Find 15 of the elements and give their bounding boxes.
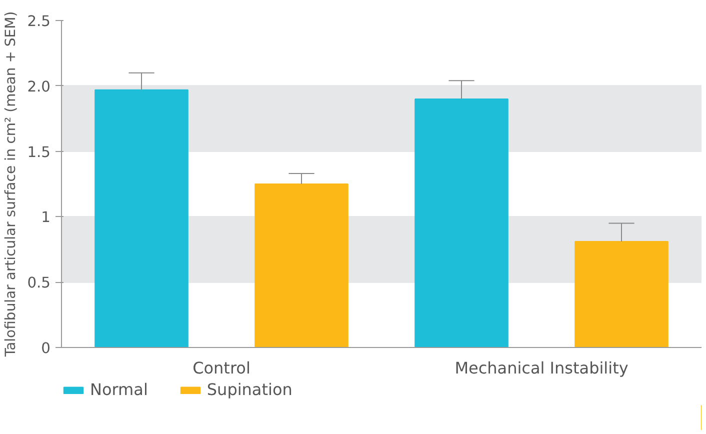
bar: [94, 89, 188, 348]
y-tick-label: 1: [41, 209, 51, 226]
legend-label: Supination: [206, 380, 292, 399]
x-tick-label: Control: [192, 358, 250, 378]
y-tick-label: 2.0: [27, 78, 51, 96]
bar: [574, 241, 668, 348]
legend-label: Normal: [90, 380, 148, 399]
y-tick-label: 1.5: [27, 144, 51, 161]
bar: [254, 184, 348, 348]
y-tick-label: 0.5: [27, 274, 51, 292]
y-axis-title: Talofibular articular surface in cm² (mean + SEM): [3, 11, 20, 358]
y-tick-label: 0: [41, 340, 51, 357]
x-tick-label: Mechanical Instability: [454, 358, 628, 378]
bar: [414, 98, 508, 348]
y-tick-label: 2.5: [27, 13, 51, 30]
